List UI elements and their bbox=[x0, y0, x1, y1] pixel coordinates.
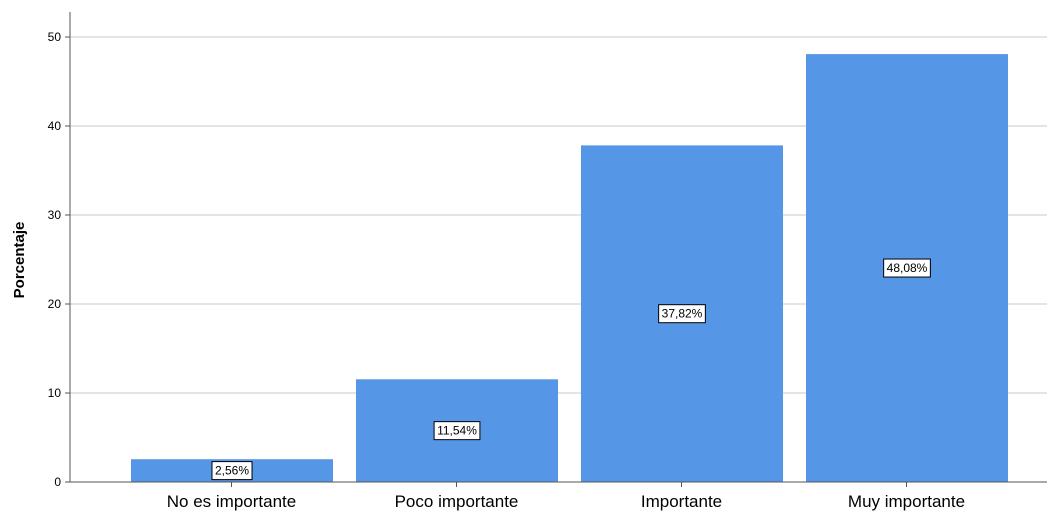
data-label-box bbox=[211, 461, 253, 481]
data-label-text: 37,82% bbox=[662, 307, 703, 321]
y-tick-label: 10 bbox=[48, 386, 62, 400]
y-tick-label: 40 bbox=[48, 119, 62, 133]
bars: 2,56% 11,54% 37,82% 48,08% bbox=[131, 54, 1008, 483]
data-label-text: 2,56% bbox=[215, 464, 249, 478]
data-label: 11,54% bbox=[433, 421, 481, 441]
y-tick-label: 50 bbox=[48, 30, 62, 44]
data-label-box bbox=[658, 304, 706, 324]
x-tick-label: No es importante bbox=[167, 492, 296, 511]
data-label-text: 11,54% bbox=[437, 424, 477, 438]
data-label: 37,82% bbox=[658, 304, 706, 324]
y-tick-label: 20 bbox=[48, 297, 62, 311]
data-label: 48,08% bbox=[883, 258, 931, 278]
axes: 0 10 20 30 40 50 No es importante Poco importan… bbox=[48, 12, 1047, 511]
y-tick-label: 0 bbox=[54, 475, 61, 489]
x-tick-label: Poco importante bbox=[395, 492, 519, 511]
x-tick-label: Importante bbox=[641, 492, 722, 511]
data-label-text: 48,08% bbox=[887, 261, 928, 275]
y-axis-label: Porcentaje bbox=[11, 222, 28, 299]
data-label-box bbox=[433, 421, 481, 441]
y-tick-label: 30 bbox=[48, 208, 62, 222]
data-label: 2,56% bbox=[211, 461, 253, 481]
x-tick-label: Muy importante bbox=[848, 492, 965, 511]
data-label-box bbox=[883, 258, 931, 278]
